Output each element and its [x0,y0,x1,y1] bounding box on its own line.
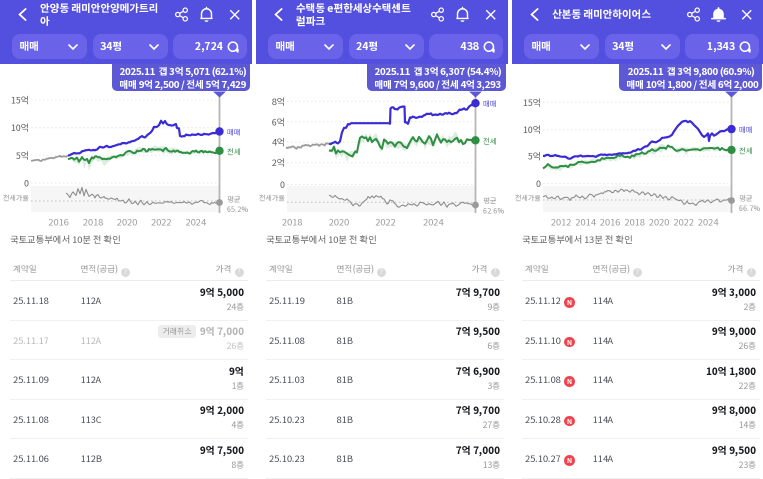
svg-text:전세: 전세 [483,136,497,147]
svg-text:2016: 2016 [599,215,620,229]
svg-text:2012: 2012 [550,215,571,229]
svg-text:0: 0 [536,177,541,190]
svg-text:6억: 6억 [272,115,285,128]
svg-text:0: 0 [24,177,29,190]
svg-text:66.7%: 66.7% [739,203,760,214]
svg-text:10억: 10억 [523,123,541,136]
svg-text:2020: 2020 [648,215,669,229]
svg-text:2020: 2020 [328,215,349,229]
svg-text:2014: 2014 [574,215,595,229]
svg-text:2022: 2022 [672,215,693,229]
svg-text:2024: 2024 [184,215,205,229]
svg-text:전세: 전세 [227,146,241,157]
svg-text:15억: 15억 [11,94,29,107]
svg-text:전세가율: 전세가율 [259,194,285,204]
svg-text:65.2%: 65.2% [227,204,248,215]
svg-text:매매: 매매 [739,125,753,136]
svg-text:매매: 매매 [483,99,497,110]
svg-text:10억: 10억 [11,121,29,134]
svg-text:2024: 2024 [697,215,718,229]
svg-text:2022: 2022 [374,215,395,229]
svg-text:2018: 2018 [623,215,644,229]
svg-text:2018: 2018 [281,215,302,229]
svg-text:전세: 전세 [739,145,753,156]
svg-text:2018: 2018 [82,215,103,229]
svg-text:평균: 평균 [739,193,753,204]
svg-text:2020: 2020 [116,215,137,229]
svg-text:2022: 2022 [150,215,171,229]
svg-text:5억: 5억 [528,150,541,163]
svg-text:8억: 8억 [272,95,285,108]
svg-text:2016: 2016 [47,215,68,229]
svg-text:15억: 15억 [523,96,541,109]
svg-text:4억: 4억 [272,136,285,149]
svg-text:5억: 5억 [16,149,29,162]
svg-text:2억: 2억 [272,156,285,169]
svg-text:2024: 2024 [422,215,443,229]
svg-text:62.6%: 62.6% [483,205,504,216]
svg-text:매매: 매매 [227,127,241,138]
svg-text:전세가율: 전세가율 [515,194,541,204]
svg-text:평균: 평균 [483,195,497,206]
svg-text:평균: 평균 [227,194,241,205]
svg-text:전세가율: 전세가율 [3,194,29,204]
svg-text:0: 0 [280,178,285,191]
